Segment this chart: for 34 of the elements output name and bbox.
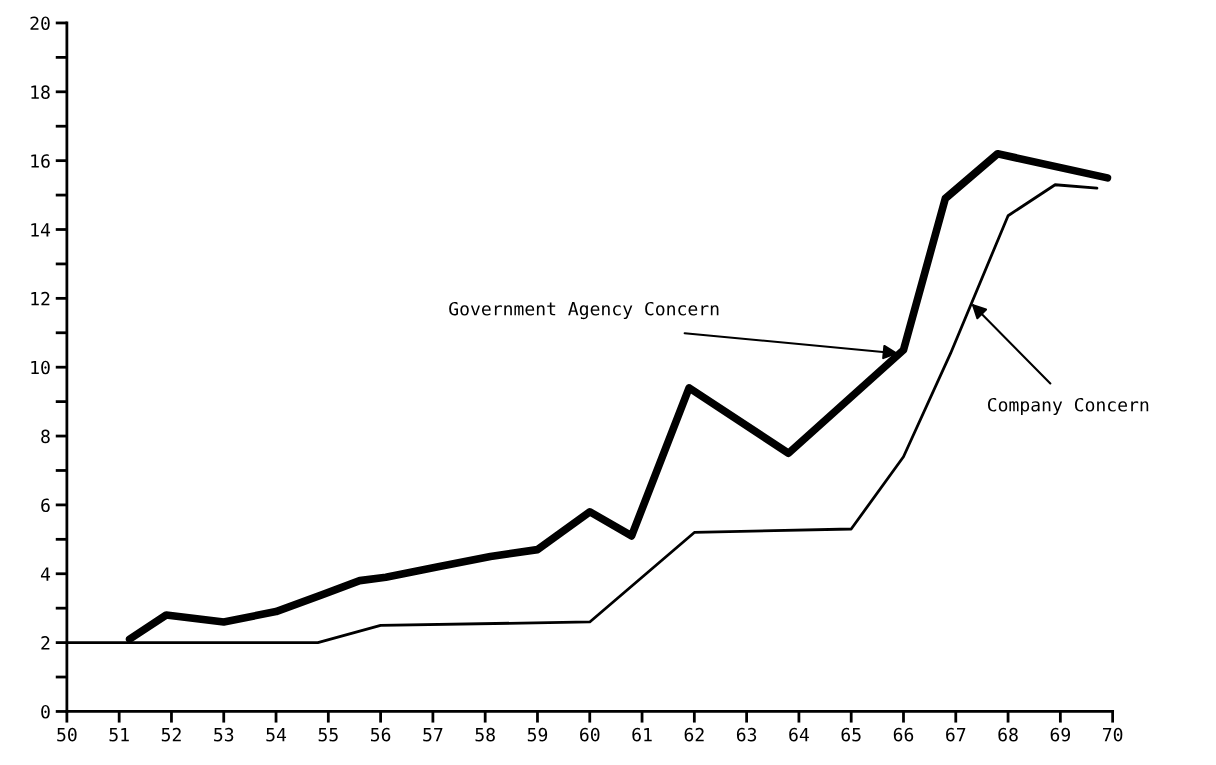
y-tick-label: 20 xyxy=(30,16,50,31)
y-tick-label: 14 xyxy=(31,223,51,237)
x-tick-label: 66 xyxy=(893,727,914,742)
x-tick-label: 64 xyxy=(789,727,809,742)
x-tick-label: 67 xyxy=(946,727,966,742)
x-tick-label: 70 xyxy=(1102,727,1123,742)
x-tick-label: 54 xyxy=(266,728,287,742)
y-tick-label: 16 xyxy=(31,154,50,168)
x-tick-label: 51 xyxy=(109,728,129,742)
y-tick-label: 6 xyxy=(41,498,50,513)
y-tick-label: 12 xyxy=(31,291,50,306)
x-tick-label: 53 xyxy=(214,727,234,742)
annotation: Government Agency Concern xyxy=(449,301,719,320)
x-tick-label: 68 xyxy=(998,727,1018,742)
x-tick-label: 57 xyxy=(423,728,443,742)
x-tick-label: 65 xyxy=(841,727,861,742)
y-tick-label: 4 xyxy=(40,567,51,581)
x-tick-label: 62 xyxy=(684,727,704,742)
x-tick-label: 69 xyxy=(1050,727,1070,742)
x-tick-label: 50 xyxy=(57,727,77,742)
y-tick-label: 2 xyxy=(41,636,50,650)
y-tick-label: 0 xyxy=(41,704,50,719)
x-tick-label: 60 xyxy=(580,727,600,742)
x-tick-label: 63 xyxy=(736,727,757,742)
x-tick-label: 61 xyxy=(632,727,652,742)
y-tick-label: 10 xyxy=(31,360,50,375)
x-tick-label: 58 xyxy=(475,727,495,742)
y-tick-label: 18 xyxy=(31,85,50,99)
x-tick-label: 52 xyxy=(161,727,181,742)
y-tick-label: 8 xyxy=(41,429,50,444)
x-tick-label: 56 xyxy=(371,727,391,742)
x-tick-label: 59 xyxy=(527,727,548,742)
annotation: Company Concern xyxy=(987,397,1149,416)
x-tick-label: 55 xyxy=(318,728,338,742)
